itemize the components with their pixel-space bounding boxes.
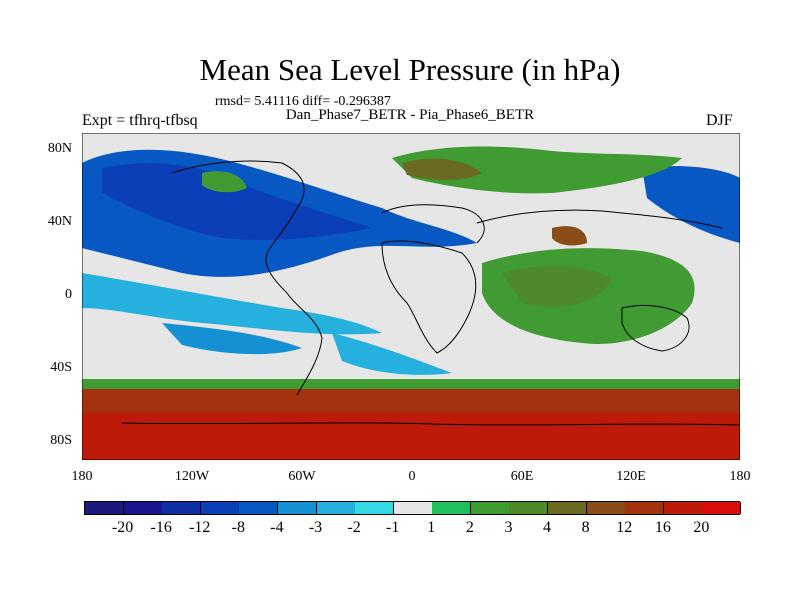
- colorbar-swatch: [355, 502, 395, 514]
- x-tick: 180: [71, 469, 93, 484]
- x-tick: 60W: [288, 469, 316, 484]
- y-tick: 40N: [47, 214, 72, 229]
- colorbar-swatch: [123, 502, 163, 514]
- south-atlantic-negative: [332, 333, 452, 375]
- north-pacific-core: [102, 163, 372, 240]
- colorbar: [84, 501, 742, 515]
- y-tick: 80N: [47, 141, 72, 156]
- y-tick: 0: [65, 287, 72, 302]
- x-tick: 60E: [510, 469, 534, 484]
- experiment-comparison: Dan_Phase7_BETR - Pia_Phase6_BETR: [285, 107, 535, 123]
- colorbar-label: -16: [150, 519, 172, 536]
- arctic-green-patch: [202, 171, 247, 193]
- colorbar-swatch: [625, 502, 665, 514]
- colorbar-label: -12: [189, 519, 211, 536]
- colorbar-label: 3: [504, 519, 513, 536]
- colorbar-label: 8: [581, 519, 590, 536]
- southern-positive-edge: [82, 379, 740, 389]
- colorbar-swatch: [162, 502, 202, 514]
- pressure-difference-map: [82, 133, 740, 460]
- colorbar-swatch: [316, 502, 356, 514]
- tropical-pacific-negative: [82, 273, 382, 335]
- colorbar-swatch: [200, 502, 240, 514]
- x-tick: 120W: [174, 469, 210, 484]
- colorbar-swatch: [663, 502, 703, 514]
- colorbar-label: 16: [654, 519, 671, 536]
- season-label: DJF: [706, 112, 733, 129]
- colorbar-swatch: [85, 502, 124, 514]
- y-tick: 80S: [50, 433, 72, 448]
- colorbar-label: -4: [270, 519, 284, 536]
- coastlines: [121, 160, 740, 426]
- antarctic-core-high: [82, 413, 740, 460]
- colorbar-swatch: [509, 502, 549, 514]
- colorbar-label: 20: [693, 519, 710, 536]
- colorbar-label: 12: [616, 519, 633, 536]
- siberia-core-high: [402, 158, 482, 180]
- indian-ocean-core: [502, 266, 612, 307]
- colorbar-label: -2: [347, 519, 361, 536]
- colorbar-label: 2: [465, 519, 474, 536]
- colorbar-swatch: [239, 502, 279, 514]
- x-tick: 120E: [616, 469, 646, 484]
- colorbar-swatch: [586, 502, 626, 514]
- colorbar-label: -20: [111, 519, 134, 536]
- colorbar-label: -8: [231, 519, 245, 536]
- south-pacific-negative: [162, 323, 302, 355]
- x-tick: 0: [408, 469, 416, 484]
- y-tick: 40S: [50, 360, 72, 375]
- rmsd-diff-stats: rmsd= 5.41116 diff= -0.296387: [215, 94, 391, 109]
- east-pacific-negative: [642, 166, 740, 243]
- experiment-label: Expt = tfhrq-tfbsq: [82, 112, 198, 129]
- colorbar-swatch: [277, 502, 317, 514]
- colorbar-swatch: [548, 502, 588, 514]
- colorbar-label: 1: [427, 519, 436, 536]
- colorbar-label: -3: [308, 519, 323, 536]
- chart-title: Mean Sea Level Pressure (in hPa): [199, 52, 621, 87]
- eurasia-high: [392, 146, 682, 194]
- colorbar-swatch: [432, 502, 472, 514]
- x-tick: 180: [729, 469, 751, 484]
- colorbar-swatch: [393, 502, 433, 514]
- colorbar-swatch: [470, 502, 510, 514]
- colorbar-label: 4: [543, 519, 552, 536]
- colorbar-label: -1: [386, 519, 400, 536]
- colorbar-swatch: [702, 502, 742, 514]
- tibet-high: [552, 226, 587, 246]
